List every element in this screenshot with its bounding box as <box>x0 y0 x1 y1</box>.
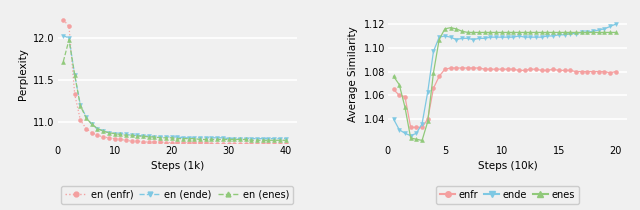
X-axis label: Steps (10k): Steps (10k) <box>477 161 538 171</box>
Legend: enfr, ende, enes: enfr, ende, enes <box>436 186 579 204</box>
Legend: en (enfr), en (ende), en (enes): en (enfr), en (ende), en (enes) <box>61 186 293 204</box>
X-axis label: Steps (1k): Steps (1k) <box>150 161 204 171</box>
Y-axis label: Average Similarity: Average Similarity <box>348 27 358 122</box>
Y-axis label: Perplexity: Perplexity <box>18 49 28 101</box>
